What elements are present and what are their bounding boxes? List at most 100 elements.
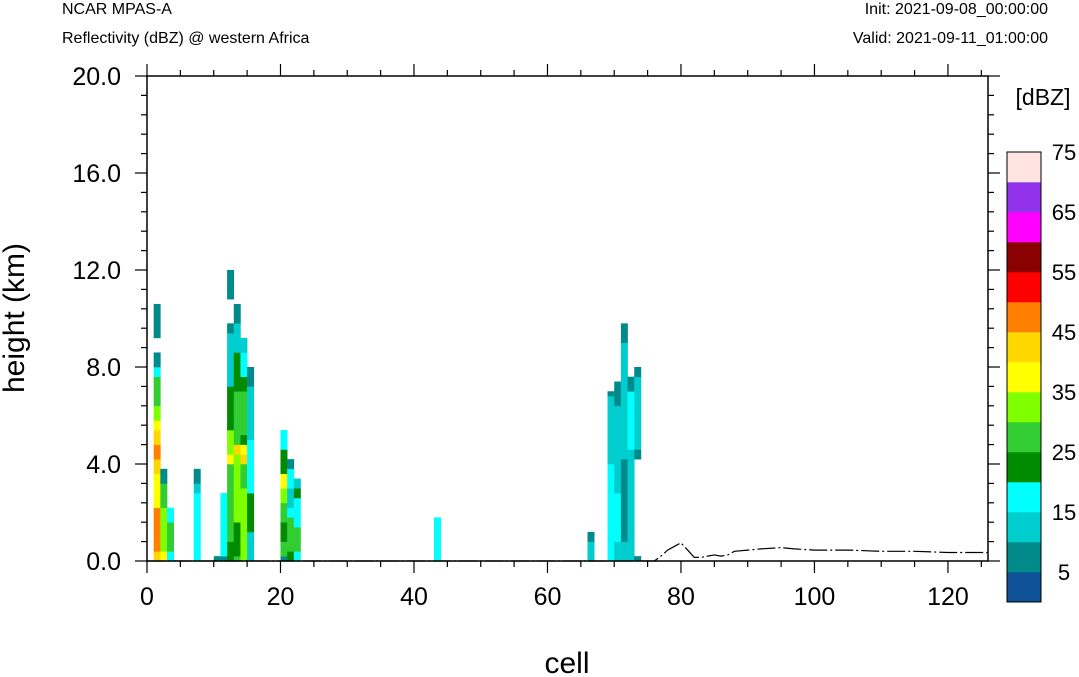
x-tick-labels: 0 20 40 60 80 100 120 bbox=[140, 583, 969, 611]
colorbar-unit-label: [dBZ] bbox=[1016, 84, 1071, 110]
reflectivity-cell bbox=[634, 556, 642, 562]
colorbar-swatch bbox=[1007, 422, 1041, 453]
reflectivity-cell bbox=[213, 556, 221, 562]
colorbar-swatch bbox=[1007, 332, 1041, 363]
reflectivity-cell bbox=[614, 493, 622, 542]
reflectivity-cell bbox=[280, 502, 288, 523]
x-tick-label: 0 bbox=[140, 583, 154, 611]
reflectivity-cell bbox=[193, 493, 201, 562]
reflectivity-cell bbox=[160, 483, 168, 508]
y-tick-label: 4.0 bbox=[86, 451, 121, 479]
colorbar-swatch bbox=[1007, 182, 1041, 213]
terrain-line bbox=[147, 542, 988, 562]
reflectivity-cell bbox=[287, 551, 295, 562]
colorbar-tick-label: 15 bbox=[1052, 500, 1076, 525]
y-axis-label: height (km) bbox=[0, 243, 31, 393]
colorbar-swatch bbox=[1007, 152, 1041, 183]
x-axis-label: cell bbox=[544, 647, 589, 677]
reflectivity-cell bbox=[153, 352, 161, 368]
model-name: NCAR MPAS-A bbox=[62, 1, 172, 18]
reflectivity-cell bbox=[247, 531, 255, 562]
reflectivity-cell bbox=[240, 488, 248, 562]
reflectivity-cell bbox=[227, 541, 235, 562]
reflectivity-cell bbox=[233, 556, 241, 562]
reflectivity-cell bbox=[233, 352, 241, 392]
colorbar: 5 15 25 35 45 55 65 75 bbox=[1006, 140, 1076, 603]
reflectivity-cell bbox=[227, 333, 235, 387]
reflectivity-cell bbox=[227, 430, 235, 455]
reflectivity-cell bbox=[153, 551, 161, 562]
reflectivity-cell bbox=[240, 376, 248, 392]
reflectivity-cell bbox=[614, 405, 622, 494]
reflectivity-cell bbox=[280, 522, 288, 542]
x-tick-label: 60 bbox=[534, 583, 562, 611]
x-tick-label: 40 bbox=[400, 583, 428, 611]
y-tick-label: 12.0 bbox=[72, 257, 121, 285]
reflectivity-cell bbox=[287, 507, 295, 518]
reflectivity-cell bbox=[227, 386, 235, 431]
colorbar-swatch bbox=[1007, 272, 1041, 303]
reflectivity-cell bbox=[287, 488, 295, 508]
reflectivity-cell bbox=[153, 303, 161, 339]
reflectivity-cell bbox=[233, 303, 241, 324]
reflectivity-cell bbox=[287, 517, 295, 552]
reflectivity-cell bbox=[634, 376, 642, 450]
colorbar-swatch bbox=[1007, 542, 1041, 573]
reflectivity-cell bbox=[153, 367, 161, 377]
reflectivity-cell bbox=[167, 522, 174, 552]
reflectivity-cell bbox=[587, 531, 595, 542]
reflectivity-cell bbox=[227, 323, 235, 334]
reflectivity-cell bbox=[160, 468, 168, 484]
field-description: Reflectivity (dBZ) @ western Africa bbox=[62, 30, 310, 47]
reflectivity-cell bbox=[434, 517, 441, 562]
reflectivity-cell bbox=[240, 454, 248, 465]
colorbar-swatch bbox=[1007, 362, 1041, 393]
reflectivity-cell bbox=[227, 270, 235, 300]
colorbar-frame bbox=[1006, 151, 1042, 603]
reflectivity-cell bbox=[627, 376, 635, 392]
colorbar-swatch bbox=[1007, 242, 1041, 273]
reflectivity-cell bbox=[280, 473, 288, 489]
reflectivity-cell bbox=[293, 497, 301, 528]
reflectivity-cell bbox=[153, 507, 161, 552]
reflectivity-cell bbox=[153, 420, 161, 431]
reflectivity-cells bbox=[153, 270, 642, 562]
reflectivity-cell bbox=[607, 415, 615, 465]
colorbar-tick-label: 65 bbox=[1052, 200, 1076, 225]
colorbar-tick-label: 75 bbox=[1052, 140, 1076, 165]
x-tick-label: 100 bbox=[794, 583, 836, 611]
reflectivity-cell bbox=[240, 337, 248, 353]
reflectivity-cell bbox=[293, 551, 301, 562]
y-tick-label: 20.0 bbox=[72, 63, 121, 91]
reflectivity-cell bbox=[627, 391, 635, 450]
reflectivity-cell bbox=[247, 367, 255, 387]
reflectivity-cell bbox=[240, 434, 248, 445]
reflectivity-cell bbox=[280, 430, 288, 450]
reflectivity-cell bbox=[153, 430, 161, 445]
reflectivity-cell bbox=[280, 488, 288, 504]
reflectivity-cell bbox=[167, 507, 174, 523]
reflectivity-cell bbox=[587, 541, 595, 562]
reflectivity-cell bbox=[240, 464, 248, 489]
reflectivity-cell bbox=[280, 449, 288, 474]
colorbar-tick-label: 55 bbox=[1052, 260, 1076, 285]
reflectivity-cell bbox=[247, 386, 255, 441]
reflectivity-cell bbox=[607, 464, 615, 562]
reflectivity-cell bbox=[153, 473, 161, 508]
reflectivity-cell bbox=[220, 493, 228, 557]
reflectivity-cell bbox=[634, 367, 642, 377]
reflectivity-cell bbox=[240, 391, 248, 436]
colorbar-swatch bbox=[1007, 452, 1041, 483]
reflectivity-cell bbox=[614, 381, 622, 407]
reflectivity-cell bbox=[240, 444, 248, 455]
reflectivity-cell bbox=[620, 541, 628, 562]
colorbar-swatch bbox=[1007, 302, 1041, 333]
valid-time: Valid: 2021-09-11_01:00:00 bbox=[852, 30, 1048, 47]
colorbar-swatch bbox=[1007, 482, 1041, 513]
colorbar-tick-label: 25 bbox=[1052, 440, 1076, 465]
reflectivity-cell bbox=[227, 454, 235, 465]
reflectivity-cell bbox=[153, 376, 161, 407]
colorbar-swatch bbox=[1007, 572, 1041, 603]
reflectivity-cell bbox=[220, 556, 228, 562]
